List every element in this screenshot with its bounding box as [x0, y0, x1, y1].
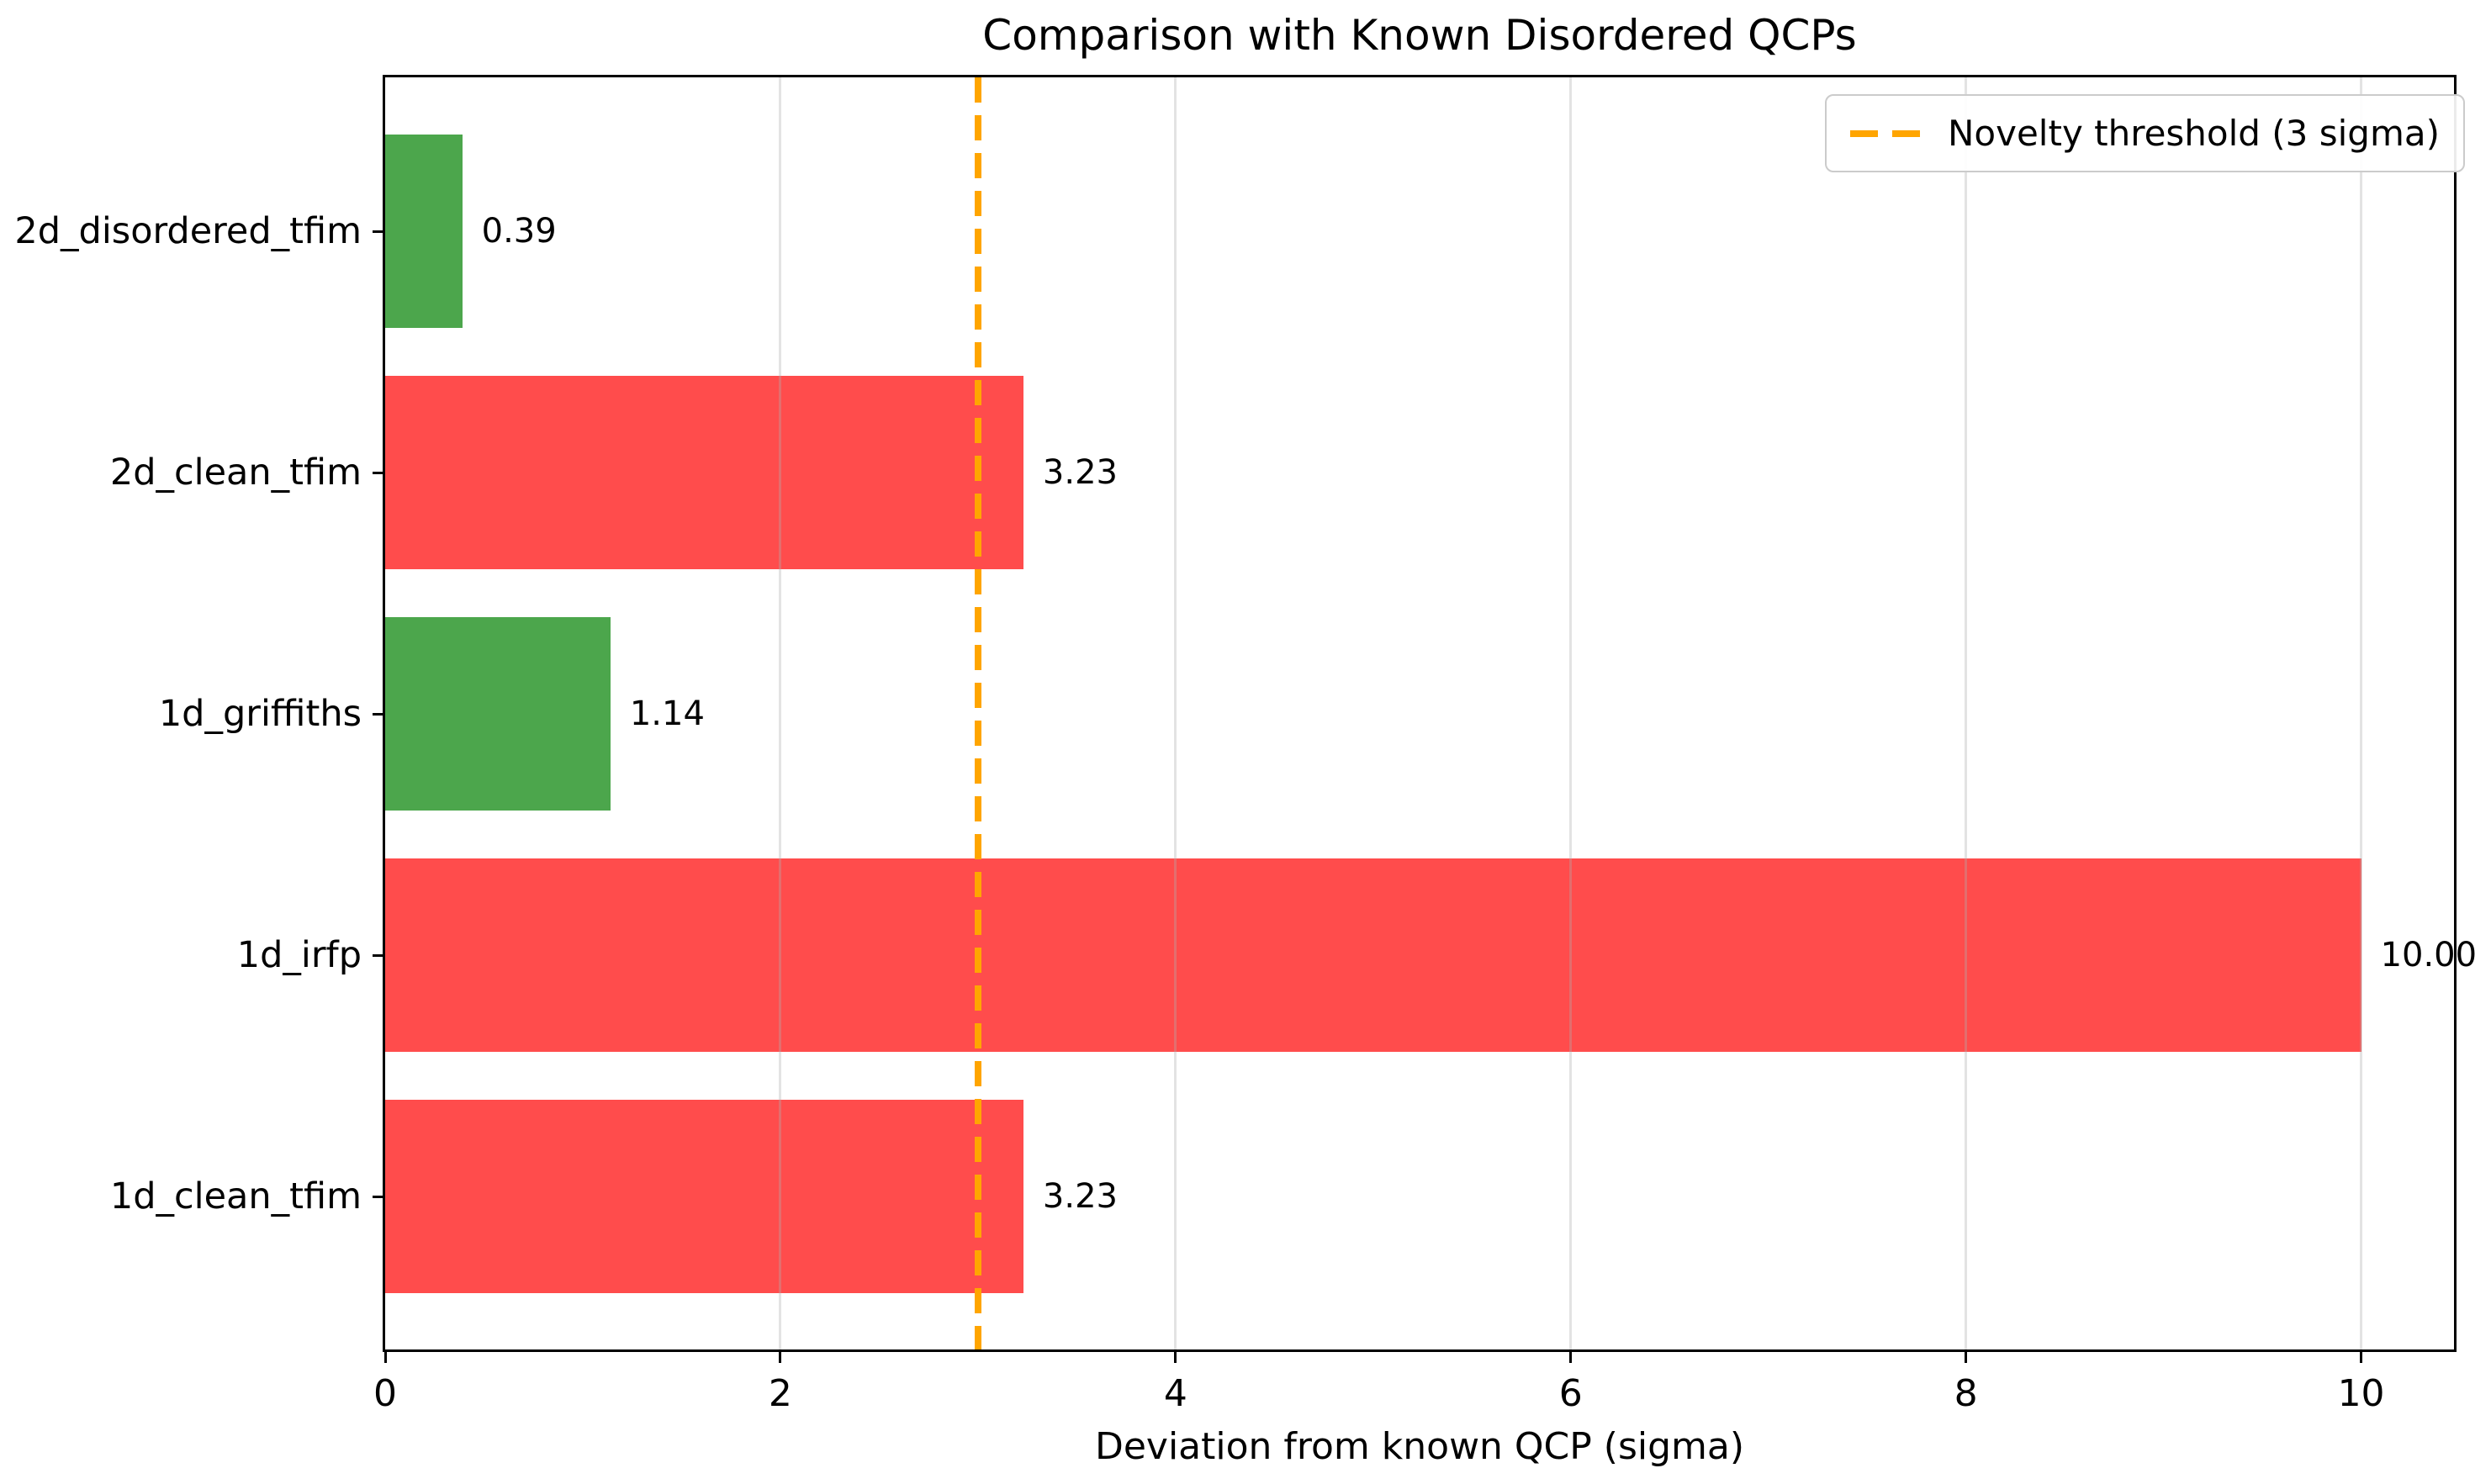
legend: Novelty threshold (3 sigma) [1825, 94, 2466, 172]
bar-2d_disordered_tfim [385, 135, 463, 328]
x-tick [1965, 1350, 1968, 1363]
y-tick-label: 2d_disordered_tfim [14, 210, 362, 252]
x-tick [383, 1350, 387, 1363]
x-axis-label: Deviation from known QCP (sigma) [1094, 1425, 1745, 1468]
bar-2d_clean_tfim [385, 376, 1023, 569]
y-tick [373, 472, 385, 474]
bar-value-label: 3.23 [1042, 453, 1118, 492]
gridline-x2 [779, 77, 782, 1349]
x-tick-label: 6 [1558, 1372, 1583, 1415]
x-tick-label: 2 [768, 1372, 792, 1415]
x-tick [1174, 1350, 1177, 1363]
y-tick [373, 1196, 385, 1198]
bar-value-label: 3.23 [1042, 1177, 1118, 1216]
x-tick [2360, 1350, 2363, 1363]
y-tick-label: 2d_clean_tfim [109, 452, 362, 494]
bar-value-label: 10.00 [2380, 936, 2478, 974]
bar-value-label: 0.39 [481, 212, 557, 251]
legend-label: Novelty threshold (3 sigma) [1948, 113, 2441, 154]
bar-1d_irfp [385, 858, 2361, 1052]
gridline-x4 [1174, 77, 1177, 1349]
x-tick [1569, 1350, 1573, 1363]
gridline-x8 [1965, 77, 1968, 1349]
x-tick-label: 0 [373, 1372, 397, 1415]
x-tick-label: 8 [1954, 1372, 1978, 1415]
y-tick [373, 713, 385, 716]
bar-1d_griffiths [385, 617, 611, 811]
gridline-x6 [1569, 77, 1573, 1349]
x-tick-label: 10 [2337, 1372, 2385, 1415]
y-tick-label: 1d_irfp [236, 934, 362, 976]
x-tick [779, 1350, 782, 1363]
chart-title: Comparison with Known Disordered QCPs [982, 11, 1857, 60]
bar-value-label: 1.14 [629, 694, 705, 733]
y-tick [373, 230, 385, 233]
y-tick-label: 1d_griffiths [158, 693, 362, 735]
plot-area: 0.39 3.23 1.14 10.00 3.23 [385, 77, 2477, 1349]
dashed-line-icon [1850, 129, 1921, 137]
x-tick-label: 4 [1163, 1372, 1187, 1415]
bar-1d_clean_tfim [385, 1100, 1023, 1293]
gridline-x10 [2360, 77, 2363, 1349]
y-tick [373, 954, 385, 957]
threshold-line [974, 77, 981, 1349]
y-tick-label: 1d_clean_tfim [109, 1175, 362, 1217]
